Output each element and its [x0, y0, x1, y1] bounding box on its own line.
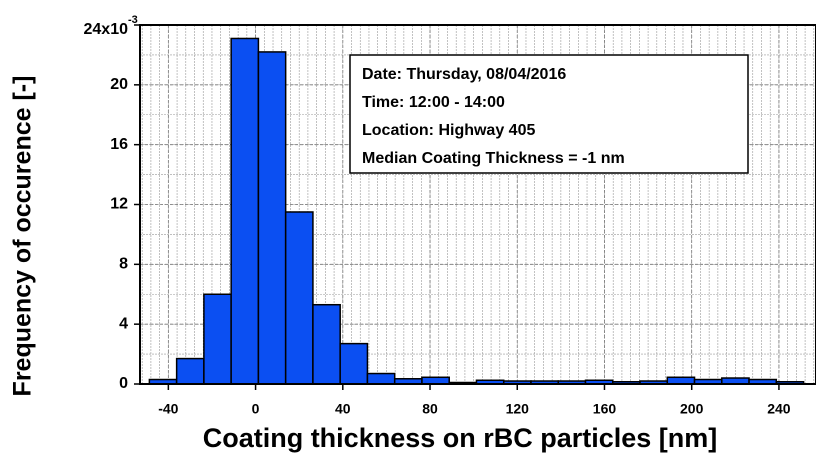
y-tick-label: 24x10	[84, 21, 129, 38]
bar	[666, 376, 696, 385]
annotation: Date: Thursday, 08/04/2016	[362, 66, 566, 83]
y-axis-title: Frequency of occurence [-]	[9, 76, 37, 397]
x-tick-label: 200	[680, 401, 704, 417]
bar	[175, 357, 205, 385]
x-tick-label: -40	[158, 401, 178, 417]
bar	[312, 303, 341, 385]
y-tick-label: 20	[110, 76, 128, 93]
x-tick-label: 80	[422, 401, 438, 417]
y-tick-label: 0	[119, 375, 128, 392]
x-axis-title: Coating thickness on rBC particles [nm]	[203, 423, 718, 453]
y-tick-label: 4	[119, 315, 128, 332]
annotation: Location: Highway 405	[362, 122, 535, 139]
legend-box	[349, 54, 749, 174]
x-tick-label: 120	[506, 401, 530, 417]
x-tick-label: 40	[335, 401, 351, 417]
annotation: Time: 12:00 - 14:00	[362, 94, 505, 111]
y-tick-label: 8	[119, 256, 128, 273]
plot-frame	[139, 24, 816, 385]
y-tick-label: 16	[110, 136, 128, 153]
y-tick-label: 12	[110, 196, 128, 213]
y-exponent: -3	[128, 14, 138, 26]
annotation: Median Coating Thickness = -1 nm	[362, 150, 625, 167]
bar	[203, 293, 232, 385]
bar	[284, 211, 314, 385]
bar	[339, 342, 369, 385]
x-tick-label: 240	[767, 401, 791, 417]
x-tick-label: 0	[252, 401, 260, 417]
bar	[421, 376, 450, 385]
bar	[366, 372, 396, 385]
bar	[230, 37, 260, 385]
bar	[257, 51, 287, 385]
x-tick-label: 160	[593, 401, 617, 417]
